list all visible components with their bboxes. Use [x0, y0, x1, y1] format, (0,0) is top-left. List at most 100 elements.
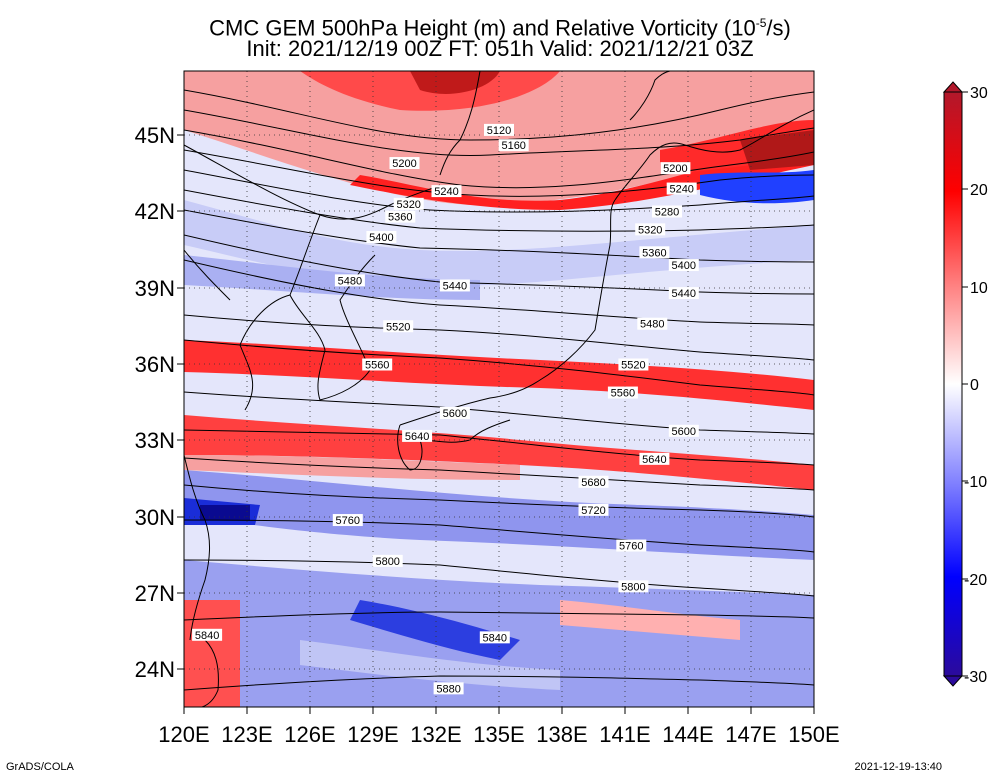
contour-label-bg	[362, 358, 393, 371]
lon-tick-label: 129E	[347, 722, 398, 747]
contour-label-bg	[372, 554, 403, 567]
contour-label-bg	[668, 287, 699, 300]
contour-label-bg	[366, 231, 397, 243]
colorbar: 30 20 10 0 -10 -20 -30	[942, 81, 988, 687]
lon-tick-label: 138E	[536, 722, 587, 747]
contour-label-bg	[666, 182, 697, 195]
lon-tick-label: 147E	[725, 722, 776, 747]
contour-label: 5760	[619, 541, 643, 553]
lon-tick-label: 150E	[788, 722, 839, 747]
contour-label: 5200	[663, 163, 687, 175]
coastlines	[184, 71, 814, 707]
map-title-line2: Init: 2021/12/19 00Z FT: 051h Valid: 202…	[246, 36, 754, 61]
title-exponent: -5	[755, 16, 767, 30]
contour-label: 5520	[386, 321, 410, 333]
contour-label-bg	[578, 475, 609, 488]
lon-tick-label: 141E	[599, 722, 650, 747]
lat-tick-label: 45N	[135, 123, 175, 148]
contour-label-bg	[618, 580, 649, 593]
lat-tick-label: 42N	[135, 199, 175, 224]
lat-tick-label: 30N	[135, 505, 175, 530]
contour-label-bg	[192, 628, 223, 641]
contour-label: 5320	[396, 199, 420, 211]
contour-label: 5640	[642, 454, 666, 466]
longitude-axis: 120E 123E 126E 129E 132E 135E 138E 141E …	[158, 707, 840, 747]
lon-tick-label: 126E	[284, 722, 335, 747]
contour-label: 5240	[669, 184, 693, 196]
contour-label-bg	[635, 223, 666, 236]
contour-label-bg	[402, 429, 433, 442]
contour-label: 5560	[365, 360, 389, 372]
colorbar-ramp	[943, 91, 963, 677]
lon-tick-label: 132E	[410, 722, 461, 747]
contour-label: 5400	[672, 260, 696, 272]
lon-tick-label: 144E	[662, 722, 713, 747]
contour-label-bg	[639, 246, 670, 259]
contour-label-bg	[618, 358, 649, 371]
colorbar-label: -30	[964, 669, 987, 686]
contour-label-bg	[484, 123, 514, 136]
contour-label: 5200	[392, 158, 416, 170]
latitude-axis: 45N 42N 39N 36N 33N 30N 27N 24N	[135, 123, 184, 682]
lat-tick-label: 27N	[135, 581, 175, 606]
height-contours	[184, 89, 814, 691]
map-title-line1: CMC GEM 500hPa Height (m) and Relative V…	[0, 10, 1000, 41]
contour-label: 5880	[436, 683, 460, 695]
contour-label-bg	[668, 424, 699, 437]
colorbar-label: -20	[964, 572, 987, 589]
contour-label-bg	[660, 162, 691, 175]
lat-tick-label: 33N	[135, 428, 175, 453]
contour-label-bg	[393, 197, 424, 210]
lat-tick-label: 24N	[135, 657, 175, 682]
generation-timestamp: 2021-12-19-13:40	[854, 761, 942, 773]
contour-label-bg	[332, 514, 363, 527]
colorbar-top-arrow	[942, 81, 964, 93]
colorbar-bottom-arrow	[942, 675, 964, 687]
contour-label-bg	[385, 210, 416, 223]
contour-label-bg	[479, 631, 510, 644]
lat-tick-label: 36N	[135, 352, 175, 377]
contour-label: 5800	[621, 581, 645, 593]
contour-label-bg	[639, 452, 670, 465]
contour-label: 5360	[388, 212, 412, 224]
contour-label-bg	[389, 157, 420, 170]
title-units-end: /s)	[766, 15, 791, 41]
contour-label: 5480	[640, 319, 664, 331]
contour-label-bg	[431, 185, 462, 198]
contour-label-bg	[439, 406, 470, 419]
contour-label-bg	[433, 682, 464, 695]
contour-label: 5520	[621, 360, 645, 372]
contour-label: 5600	[443, 408, 467, 420]
contour-label: 5680	[581, 477, 605, 489]
title-text: CMC GEM 500hPa Height (m) and Relative V…	[209, 15, 756, 41]
lon-tick-label: 120E	[158, 722, 209, 747]
contour-label-bg	[383, 320, 414, 333]
colorbar-label: 30	[970, 85, 988, 102]
contour-label: 5480	[338, 275, 362, 287]
contour-label: 5400	[369, 232, 393, 244]
contour-label: 5280	[655, 207, 679, 219]
contour-label-bg	[668, 259, 699, 272]
lon-tick-label: 123E	[221, 722, 272, 747]
contour-label: 5360	[642, 247, 666, 259]
contour-label: 5800	[375, 556, 399, 568]
contour-label-bg	[334, 274, 365, 287]
contour-label-bg	[498, 139, 529, 152]
contour-label: 5840	[483, 632, 507, 644]
contour-label: 5160	[501, 140, 525, 152]
contour-label-bg	[578, 503, 609, 516]
software-credit: GrADS/COLA	[6, 761, 74, 773]
contour-label-bg	[439, 279, 470, 292]
contour-label: 5120	[487, 125, 511, 137]
lat-tick-label: 39N	[135, 276, 175, 301]
contour-label-bg	[652, 205, 682, 218]
contour-label: 5240	[434, 186, 458, 198]
colorbar-label: 10	[970, 280, 988, 297]
graticule	[184, 71, 814, 707]
contour-label: 5760	[336, 515, 360, 527]
contour-label: 5640	[405, 431, 429, 443]
colorbar-label: 20	[970, 182, 988, 199]
colorbar-label: -10	[964, 474, 987, 491]
contour-label: 5440	[672, 288, 696, 300]
